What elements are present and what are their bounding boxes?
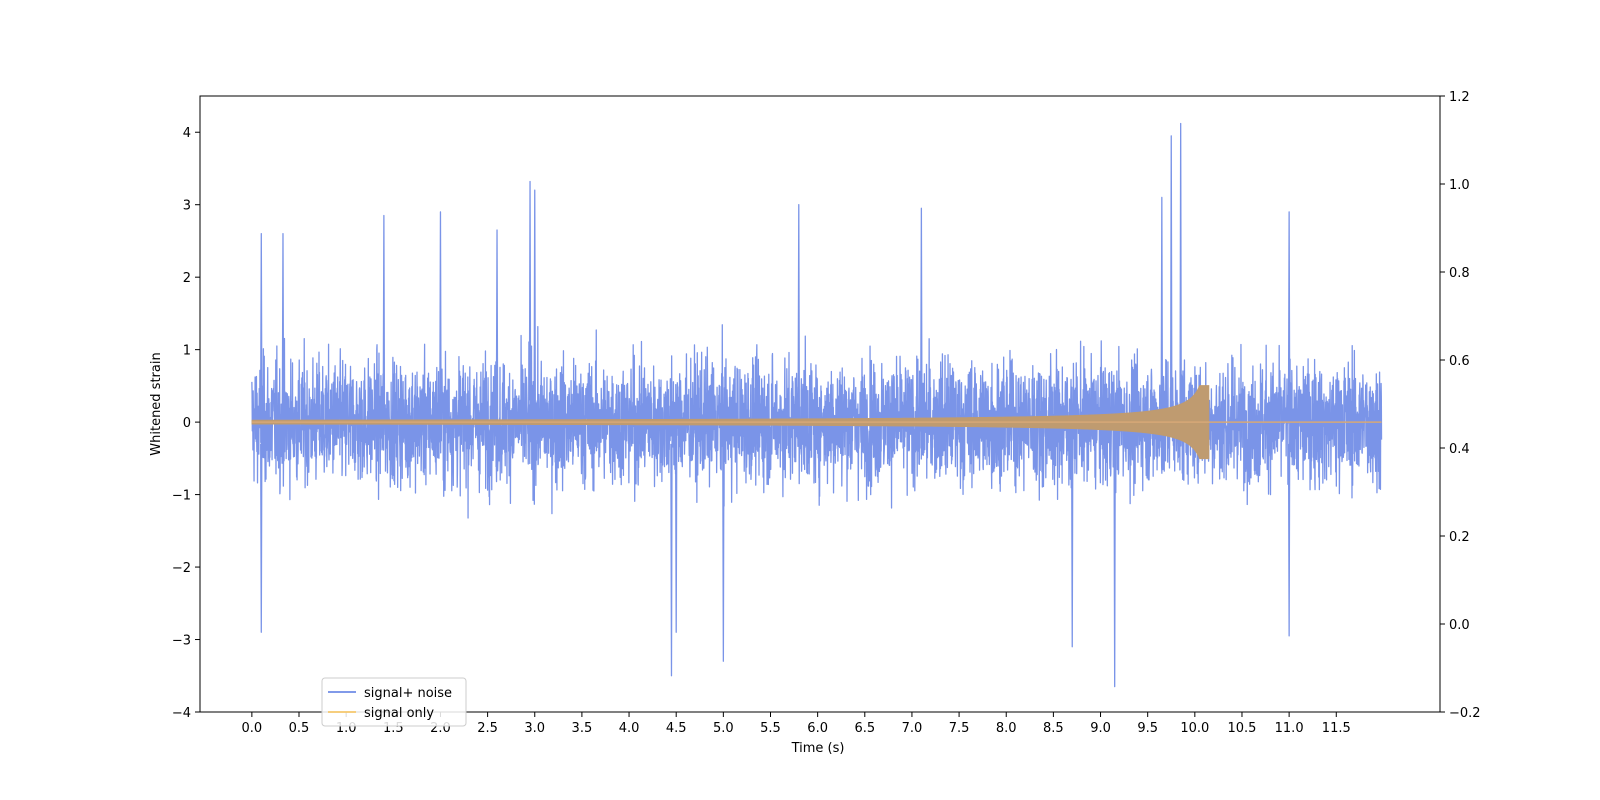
legend-label: signal+ noise: [364, 686, 452, 701]
y2-tick-label: 0.2: [1449, 530, 1470, 545]
x-tick-label: 4.0: [619, 721, 640, 736]
x-tick-label: 0.5: [289, 721, 310, 736]
y-tick-label: 0: [183, 416, 191, 431]
x-tick-label: 3.0: [524, 721, 545, 736]
x-tick-label: 5.5: [760, 721, 781, 736]
plot-frame: [199, 95, 1441, 713]
y2-tick-label: 0.4: [1449, 442, 1470, 457]
y-axis-label: Whitened strain: [149, 352, 164, 455]
x-tick-label: 5.0: [713, 721, 734, 736]
y-tick-label: 4: [183, 126, 191, 141]
x-tick-label: 0.0: [242, 721, 263, 736]
y-tick-label: −4: [172, 706, 191, 721]
legend: signal+ noise signal only: [321, 677, 467, 727]
x-tick-label: 3.5: [572, 721, 593, 736]
x-axis-label: Time (s): [791, 741, 845, 756]
y-tick-label: −1: [172, 489, 191, 504]
x-tick-label: 9.0: [1090, 721, 1111, 736]
x-tick-label: 11.0: [1275, 721, 1304, 736]
x-tick-label: 10.0: [1180, 721, 1209, 736]
y-tick-label: 3: [183, 199, 191, 214]
x-tick-label: 2.5: [477, 721, 498, 736]
y-tick-label: 1: [183, 344, 191, 359]
y-tick-label: −2: [172, 561, 191, 576]
x-tick-label: 10.5: [1228, 721, 1257, 736]
y-tick-label: 2: [183, 271, 191, 286]
x-tick-label: 6.0: [807, 721, 828, 736]
legend-box: [321, 677, 467, 727]
y2-tick-label: 0.6: [1449, 354, 1470, 369]
y2-tick-label: 0.0: [1449, 618, 1470, 633]
y2-tick-label: −0.2: [1449, 706, 1481, 721]
series-signal-noise-line: [251, 122, 1383, 688]
x-tick-label: 7.5: [949, 721, 970, 736]
y2-tick-label: 0.8: [1449, 266, 1470, 281]
y2-tick-label: 1.2: [1449, 90, 1470, 105]
y-tick-label: −3: [172, 634, 191, 649]
x-tick-label: 8.0: [996, 721, 1017, 736]
y2-tick-label: 1.0: [1449, 178, 1470, 193]
x-tick-label: 9.5: [1137, 721, 1158, 736]
x-tick-label: 8.5: [1043, 721, 1064, 736]
x-tick-label: 11.5: [1322, 721, 1351, 736]
legend-label: signal only: [364, 706, 434, 721]
x-tick-label: 4.5: [666, 721, 687, 736]
x-tick-label: 7.0: [902, 721, 923, 736]
x-tick-label: 6.5: [854, 721, 875, 736]
